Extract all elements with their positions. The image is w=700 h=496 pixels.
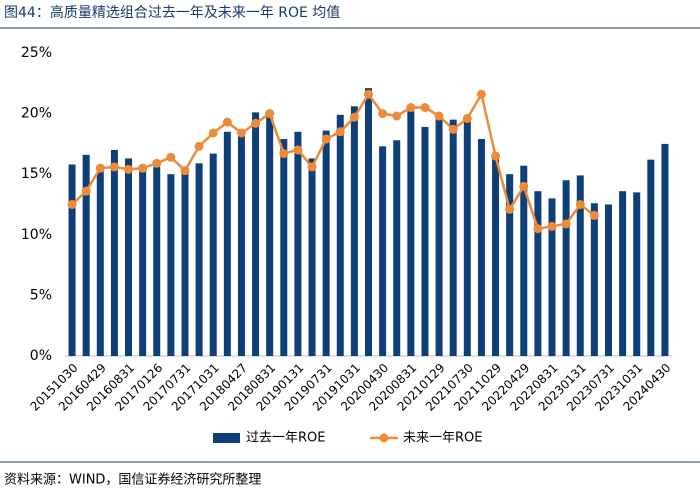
y-tick-label: 5% xyxy=(30,287,52,303)
line-marker xyxy=(279,149,289,159)
bar xyxy=(633,192,641,356)
line-marker xyxy=(236,128,246,138)
line-marker xyxy=(95,163,105,173)
bar xyxy=(82,154,90,356)
line-marker xyxy=(335,127,345,137)
bar xyxy=(350,106,358,356)
line-marker xyxy=(589,210,599,220)
line-marker xyxy=(547,221,557,231)
line-marker xyxy=(575,200,585,209)
line-marker xyxy=(392,111,402,121)
bar xyxy=(661,143,669,356)
bar xyxy=(294,131,302,356)
line-marker xyxy=(67,200,77,209)
bar xyxy=(520,165,528,356)
line-marker xyxy=(81,186,91,196)
bar xyxy=(463,119,471,356)
line-marker xyxy=(561,219,571,229)
line-marker xyxy=(434,111,444,121)
line-marker xyxy=(321,134,331,144)
legend-swatch xyxy=(213,433,240,443)
line-marker xyxy=(293,145,303,155)
bar xyxy=(266,117,274,357)
bar xyxy=(153,166,161,356)
line-marker xyxy=(519,181,529,191)
line-marker xyxy=(462,113,472,123)
line-marker xyxy=(533,224,543,234)
line-marker xyxy=(222,117,232,127)
bar xyxy=(449,119,457,356)
bar xyxy=(336,114,344,356)
bar xyxy=(548,198,556,356)
bar xyxy=(308,158,316,356)
line-marker xyxy=(406,103,416,113)
bar xyxy=(139,170,147,356)
y-tick-label: 15% xyxy=(21,166,52,182)
bar xyxy=(322,130,330,356)
line-marker xyxy=(349,112,359,122)
legend-label: 未来一年ROE xyxy=(403,431,482,446)
line-marker xyxy=(109,162,119,172)
bar xyxy=(506,174,514,356)
line-marker xyxy=(476,89,486,99)
bar xyxy=(435,114,443,356)
line-marker xyxy=(208,128,218,138)
bar xyxy=(365,88,372,356)
bar xyxy=(576,175,584,356)
line-marker xyxy=(251,118,261,128)
bar xyxy=(590,203,598,356)
line-marker xyxy=(505,204,515,214)
legend-swatch xyxy=(379,433,389,443)
bar xyxy=(280,139,288,356)
bar xyxy=(68,164,76,356)
bar xyxy=(252,112,260,356)
bar xyxy=(223,131,231,356)
bar xyxy=(421,126,429,356)
line-marker xyxy=(448,124,458,134)
y-tick-label: 10% xyxy=(21,227,52,243)
line-marker xyxy=(491,151,501,161)
bar xyxy=(167,174,175,356)
bar xyxy=(562,180,570,356)
line-marker xyxy=(138,163,148,173)
bar xyxy=(393,140,401,356)
line-marker xyxy=(378,109,388,119)
y-tick-label: 20% xyxy=(21,106,52,122)
bar xyxy=(110,149,118,356)
source-note: 资料来源：WIND，国信证券经济研究所整理 xyxy=(4,472,261,488)
line-marker xyxy=(364,89,373,99)
chart-title: 图44：高质量精选组合过去一年及未来一年 ROE 均值 xyxy=(4,4,340,21)
line-marker xyxy=(124,164,134,174)
bar xyxy=(492,156,500,356)
line xyxy=(71,90,596,231)
bar xyxy=(647,159,655,356)
y-tick-label: 25% xyxy=(21,45,52,61)
y-tick-label: 0% xyxy=(30,348,52,364)
bar xyxy=(125,158,133,356)
bar xyxy=(195,163,203,356)
bar xyxy=(534,191,542,356)
line-marker xyxy=(180,166,190,176)
legend-label: 过去一年ROE xyxy=(246,431,325,446)
bar xyxy=(209,153,217,356)
bar xyxy=(379,146,387,356)
bar xyxy=(619,191,627,356)
line-marker xyxy=(194,141,204,151)
line-marker xyxy=(265,109,275,119)
bar xyxy=(407,111,415,357)
bar xyxy=(96,168,104,356)
line-marker xyxy=(152,158,162,168)
bar xyxy=(237,134,245,356)
line-marker xyxy=(420,103,430,113)
bar xyxy=(477,139,485,356)
bar xyxy=(604,204,612,356)
line-marker xyxy=(166,152,176,162)
line-marker xyxy=(307,162,317,172)
bar xyxy=(181,172,189,356)
